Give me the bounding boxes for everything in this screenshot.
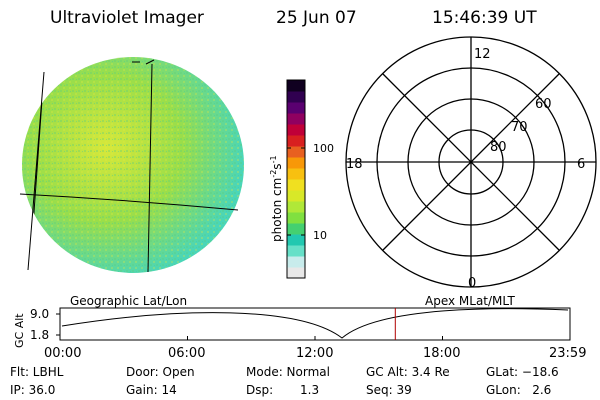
x-ticks	[59, 336, 571, 340]
altitude-plot-frame	[59, 307, 571, 341]
color-band	[287, 80, 305, 92]
x-ticklabel-4: 23:59	[549, 346, 587, 361]
color-band	[287, 113, 305, 125]
color-band	[287, 124, 305, 136]
color-band	[287, 267, 305, 279]
polar-label-18: 18	[346, 157, 363, 172]
polar-label-6: 6	[577, 157, 586, 172]
polar-label-12: 12	[474, 47, 491, 62]
info-door: Door: Open	[126, 365, 195, 379]
polar-ring-label-80: 80	[490, 140, 507, 155]
globe-texture	[22, 57, 244, 273]
info-gain: Gain: 14	[126, 383, 177, 397]
latitude-line	[19, 193, 239, 211]
time-label: 15:46:39 UT	[432, 8, 537, 28]
info-gc-alt: GC Alt: 3.4 Re	[366, 365, 450, 379]
polar-ring-label-60: 60	[535, 97, 552, 112]
color-band	[287, 223, 305, 235]
color-band	[287, 179, 305, 191]
altitude-ylabel: GC Alt	[13, 313, 26, 348]
polar-label-0: 0	[468, 276, 477, 291]
polar-plot	[345, 36, 597, 288]
info-glat: GLat: −18.6	[486, 365, 559, 379]
color-band	[287, 234, 305, 246]
apex-label: Apex MLat/MLT	[425, 294, 515, 308]
x-ticklabel-3: 18:00	[423, 346, 461, 361]
meridian-right	[147, 63, 153, 273]
color-band	[287, 256, 305, 268]
x-ticklabel-0: 00:00	[44, 346, 82, 361]
info-filter: Flt: LBHL	[10, 365, 64, 379]
altitude-curve	[61, 308, 569, 339]
color-band	[287, 168, 305, 180]
color-band	[287, 190, 305, 202]
altitude-y-bottom: 1.8	[30, 328, 50, 342]
colorbar-unit-label: photon cm-2s-1	[269, 155, 284, 242]
colorbar-ticklabel-10: 10	[313, 229, 327, 242]
color-band	[287, 245, 305, 257]
geographic-label: Geographic Lat/Lon	[70, 294, 188, 308]
color-scale-bar	[287, 80, 305, 279]
info-mode: Mode: Normal	[246, 365, 330, 379]
meridian-left-ext	[27, 71, 45, 271]
info-dsp-label: Dsp:	[246, 383, 274, 397]
color-band	[287, 91, 305, 103]
x-ticklabel-1: 06:00	[168, 346, 206, 361]
altitude-plot	[56, 307, 571, 341]
color-band	[287, 146, 305, 158]
polar-diagonal-2	[382, 73, 560, 251]
altitude-y-top: 9.0	[30, 307, 50, 321]
polar-ring-label-70: 70	[511, 120, 528, 135]
info-seq: Seq: 39	[366, 383, 412, 397]
info-glon: GLon: 2.6	[486, 383, 552, 397]
date-label: 25 Jun 07	[276, 8, 357, 28]
color-band	[287, 201, 305, 213]
limb-marks	[132, 59, 155, 65]
color-band	[287, 157, 305, 169]
color-scale-frame	[286, 79, 306, 279]
uv-earth-image	[19, 57, 244, 273]
x-ticklabel-2: 12:00	[296, 346, 334, 361]
color-band	[287, 135, 305, 147]
color-band	[287, 212, 305, 224]
instrument-title: Ultraviolet Imager	[50, 8, 204, 28]
color-band	[287, 102, 305, 114]
info-dsp-value: 1.3	[300, 383, 320, 397]
info-ip: IP: 36.0	[10, 383, 56, 397]
